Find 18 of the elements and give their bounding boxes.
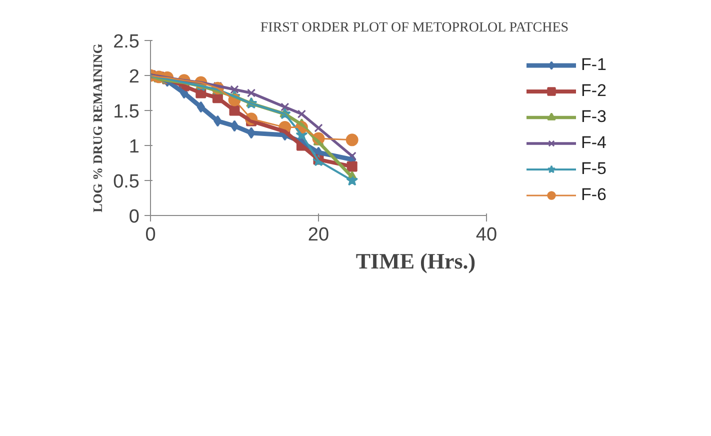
legend-label: F-2 [581, 81, 606, 101]
y-tick-label: 2 [128, 66, 140, 88]
x-tick-label: 40 [476, 224, 498, 246]
legend-label: F-3 [581, 107, 606, 127]
y-tick-label: 1.5 [113, 102, 140, 122]
y-tick-label: 0 [128, 206, 140, 228]
chart-title: FIRST ORDER PLOT OF METOPROLOL PATCHES [260, 20, 569, 36]
y-tick-label: 1 [128, 136, 140, 158]
legend-label: F-5 [581, 159, 606, 179]
x-axis-title: TIME (Hrs.) [356, 248, 476, 274]
x-tick-label: 0 [145, 224, 156, 246]
y-axis-title: LOG % DRUG REMAINING [90, 44, 106, 212]
legend-label: F-4 [581, 133, 606, 153]
y-tick-label: 0.5 [113, 172, 140, 192]
y-tick-label: 2.5 [113, 32, 140, 52]
x-tick-label: 20 [308, 224, 330, 246]
legend-label: F-6 [581, 185, 606, 205]
legend-label: F-1 [581, 55, 606, 75]
